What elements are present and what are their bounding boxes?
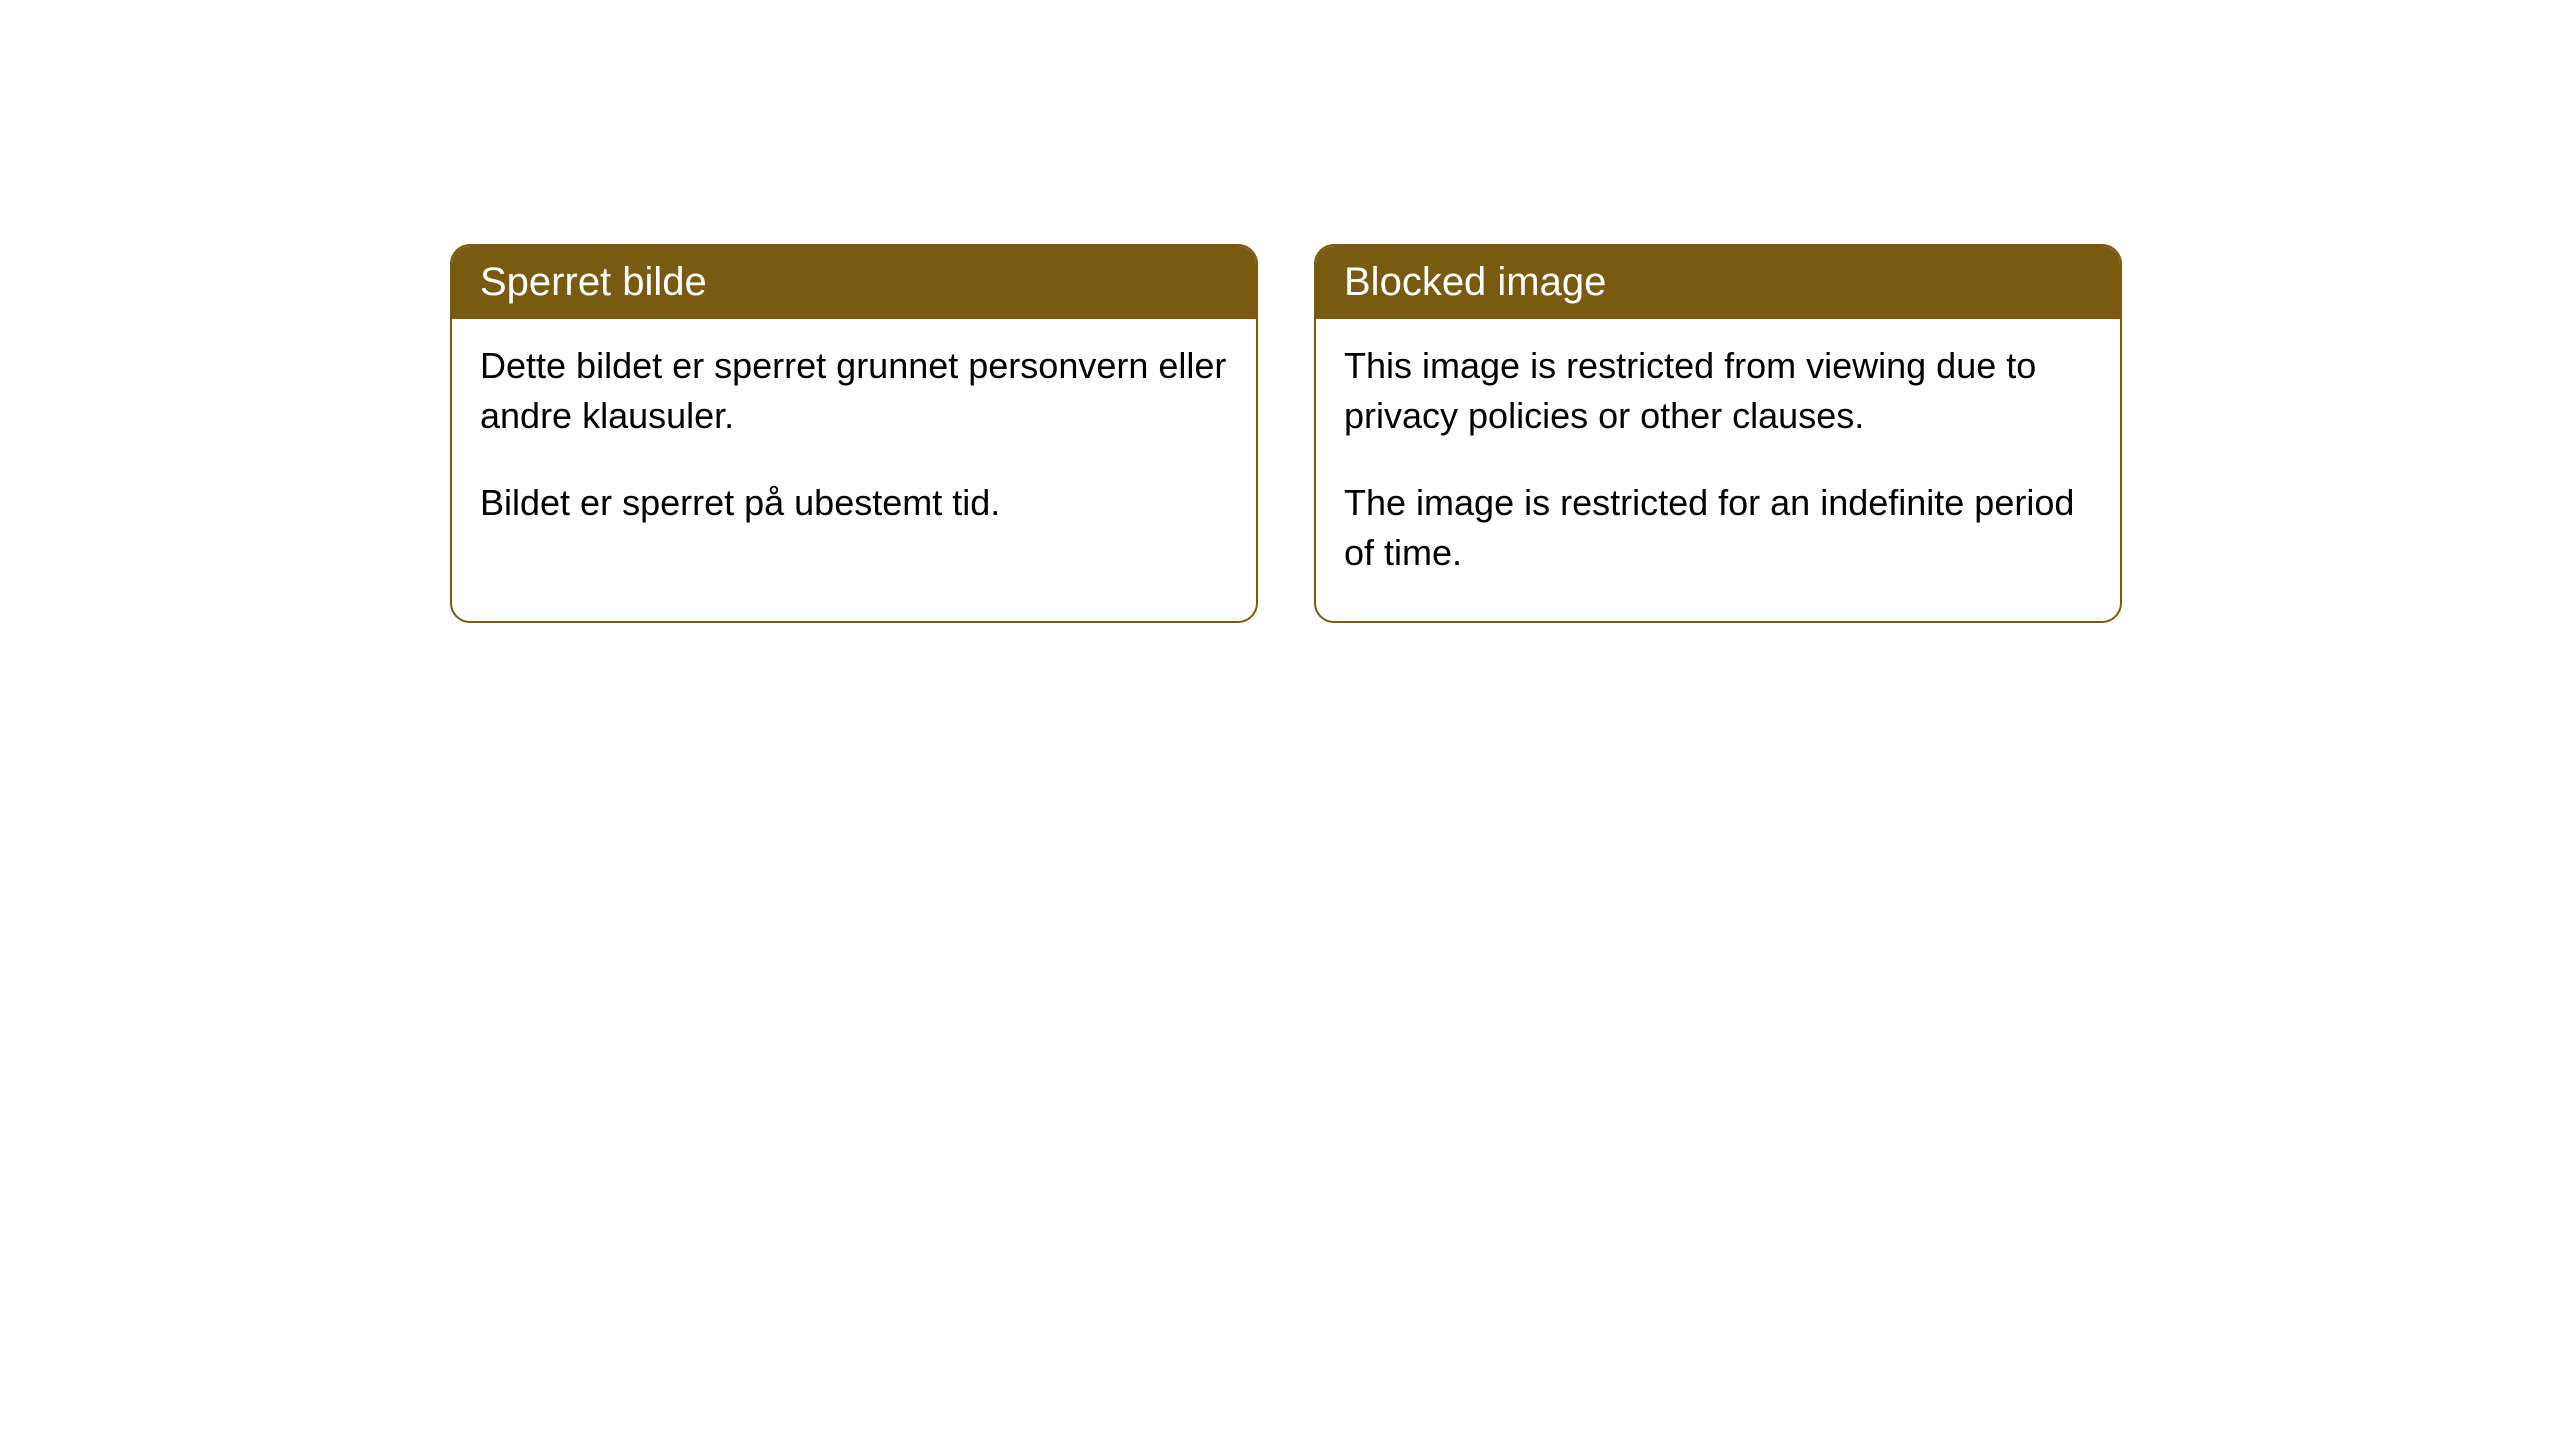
card-header: Sperret bilde xyxy=(452,246,1256,319)
card-paragraph: Bildet er sperret på ubestemt tid. xyxy=(480,478,1228,528)
notice-cards-container: Sperret bilde Dette bildet er sperret gr… xyxy=(0,0,2560,623)
card-paragraph: Dette bildet er sperret grunnet personve… xyxy=(480,341,1228,442)
blocked-image-card-norwegian: Sperret bilde Dette bildet er sperret gr… xyxy=(450,244,1258,623)
card-body: This image is restricted from viewing du… xyxy=(1316,319,2120,621)
card-title: Blocked image xyxy=(1344,260,1606,304)
card-paragraph: This image is restricted from viewing du… xyxy=(1344,341,2092,442)
card-header: Blocked image xyxy=(1316,246,2120,319)
card-paragraph: The image is restricted for an indefinit… xyxy=(1344,478,2092,579)
card-title: Sperret bilde xyxy=(480,260,707,304)
card-body: Dette bildet er sperret grunnet personve… xyxy=(452,319,1256,570)
blocked-image-card-english: Blocked image This image is restricted f… xyxy=(1314,244,2122,623)
